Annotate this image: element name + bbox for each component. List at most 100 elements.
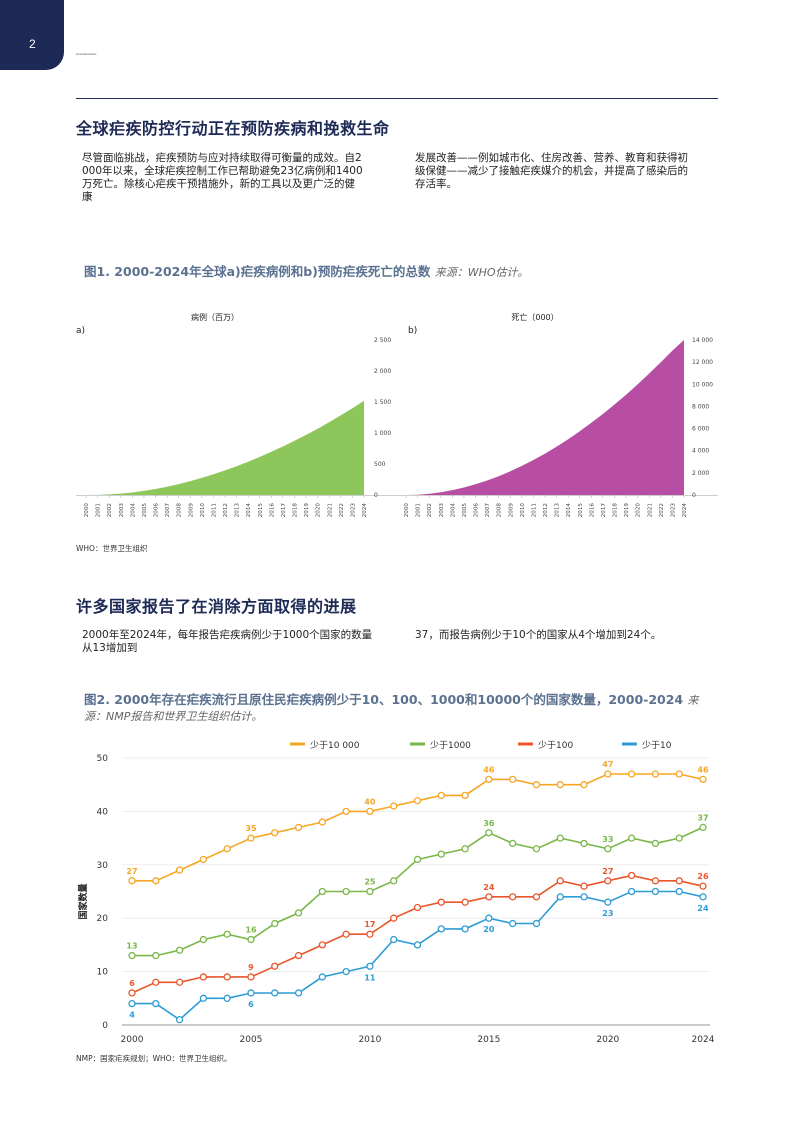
data-label: 13 xyxy=(126,942,137,951)
figure2-source: 来 xyxy=(687,694,699,707)
x-tick-label: 2003 xyxy=(119,503,125,518)
y-tick-label: 1 000 xyxy=(374,430,391,437)
running-header: ммммммммм xyxy=(76,52,97,56)
data-label: 20 xyxy=(483,925,495,934)
data-point xyxy=(699,823,707,832)
data-point xyxy=(580,882,588,890)
legend-label: 少于10 xyxy=(642,740,672,751)
x-tick-label: 2009 xyxy=(188,503,194,518)
data-point xyxy=(223,930,231,938)
x-tick-label: 2000 xyxy=(84,503,90,518)
y-tick-label: 2 000 xyxy=(374,368,391,375)
text-line: 从13增加到 xyxy=(82,642,138,654)
data-label: 37 xyxy=(697,813,708,822)
data-point xyxy=(437,850,445,858)
text-line: 级保健——减少了接触疟疾媒介的机会，并提高了感染后的 xyxy=(415,165,688,177)
data-point xyxy=(366,887,374,896)
data-point xyxy=(342,887,350,896)
data-label: 27 xyxy=(126,867,137,876)
data-point xyxy=(461,845,469,853)
data-point xyxy=(556,781,564,789)
data-point xyxy=(675,887,683,896)
data-point xyxy=(271,962,279,970)
data-point xyxy=(271,919,279,928)
data-point xyxy=(294,951,303,960)
data-point xyxy=(175,978,184,986)
data-point xyxy=(509,893,517,901)
data-point xyxy=(437,898,445,906)
y-tick-label: 14 000 xyxy=(692,337,713,344)
x-tick-label: 2016 xyxy=(589,503,595,518)
data-label: 24 xyxy=(697,904,709,913)
legend-label: 少于1000 xyxy=(430,740,471,751)
chart-title: 病例（百万） xyxy=(191,312,239,322)
y-tick-label: 2 500 xyxy=(374,337,391,344)
data-point xyxy=(675,877,683,885)
y-tick-label: 10 000 xyxy=(692,381,713,388)
x-tick-label: 2000 xyxy=(121,1035,144,1045)
x-tick-label: 2018 xyxy=(613,503,619,518)
data-point xyxy=(651,887,660,896)
data-point xyxy=(485,829,493,837)
data-label: 6 xyxy=(129,979,135,988)
data-point xyxy=(699,893,707,901)
data-label: 27 xyxy=(602,867,613,876)
y-tick-label: 0 xyxy=(692,492,696,499)
x-tick-label: 2017 xyxy=(601,503,607,518)
x-tick-label: 2006 xyxy=(154,503,160,518)
data-point xyxy=(651,839,660,848)
data-point xyxy=(604,898,612,906)
x-tick-label: 2014 xyxy=(566,503,572,518)
data-label: 9 xyxy=(248,963,254,972)
data-label: 46 xyxy=(697,765,709,774)
y-tick-label: 2 000 xyxy=(692,470,709,477)
data-point xyxy=(223,973,231,981)
x-tick-label: 2014 xyxy=(246,503,252,518)
x-tick-label: 2024 xyxy=(682,503,688,518)
x-tick-label: 2011 xyxy=(211,503,217,518)
data-point xyxy=(342,930,350,938)
figure2-title: 图2. 2000年存在疟疾流行且原住民疟疾病例少于10、100、1000和100… xyxy=(84,692,744,724)
data-point xyxy=(175,1016,184,1024)
y-tick-label: 500 xyxy=(374,461,386,468)
x-tick-label: 2019 xyxy=(304,503,310,518)
data-point xyxy=(675,770,683,778)
data-point xyxy=(627,871,636,880)
y-tick-label: 1 500 xyxy=(374,399,391,406)
data-point xyxy=(627,770,636,778)
x-tick-label: 2000 xyxy=(404,503,410,518)
data-point xyxy=(390,877,398,885)
series-line xyxy=(132,826,704,957)
data-point xyxy=(509,839,517,848)
data-label: 35 xyxy=(245,824,257,833)
data-point xyxy=(342,967,350,976)
area-series xyxy=(86,400,364,495)
y-tick-label: 0 xyxy=(374,492,378,499)
data-point xyxy=(485,914,493,922)
data-point xyxy=(580,893,588,901)
data-point xyxy=(366,962,374,970)
x-tick-label: 2022 xyxy=(659,503,665,517)
y-tick-label: 40 xyxy=(97,807,109,817)
data-point xyxy=(175,866,184,874)
data-point xyxy=(294,909,303,917)
x-tick-label: 2010 xyxy=(520,503,526,518)
data-label: 46 xyxy=(483,765,495,774)
data-point xyxy=(556,834,564,842)
panel-label: b) xyxy=(408,326,417,336)
data-point xyxy=(199,973,208,981)
x-tick-label: 2024 xyxy=(362,503,368,518)
x-tick-label: 2015 xyxy=(258,503,264,518)
data-point xyxy=(604,845,612,853)
series-line xyxy=(131,874,704,994)
section2-right-paragraph: 37，而报告病例少于10个的国家从4个增加到24个。 xyxy=(415,629,725,642)
data-point xyxy=(390,802,398,810)
data-point xyxy=(128,877,136,885)
data-point xyxy=(247,935,255,944)
data-label: 17 xyxy=(364,920,375,929)
legend-label: 少于10 000 xyxy=(310,740,360,751)
legend-label: 少于100 xyxy=(538,740,573,751)
data-point xyxy=(461,898,469,906)
x-tick-label: 2023 xyxy=(350,503,356,518)
